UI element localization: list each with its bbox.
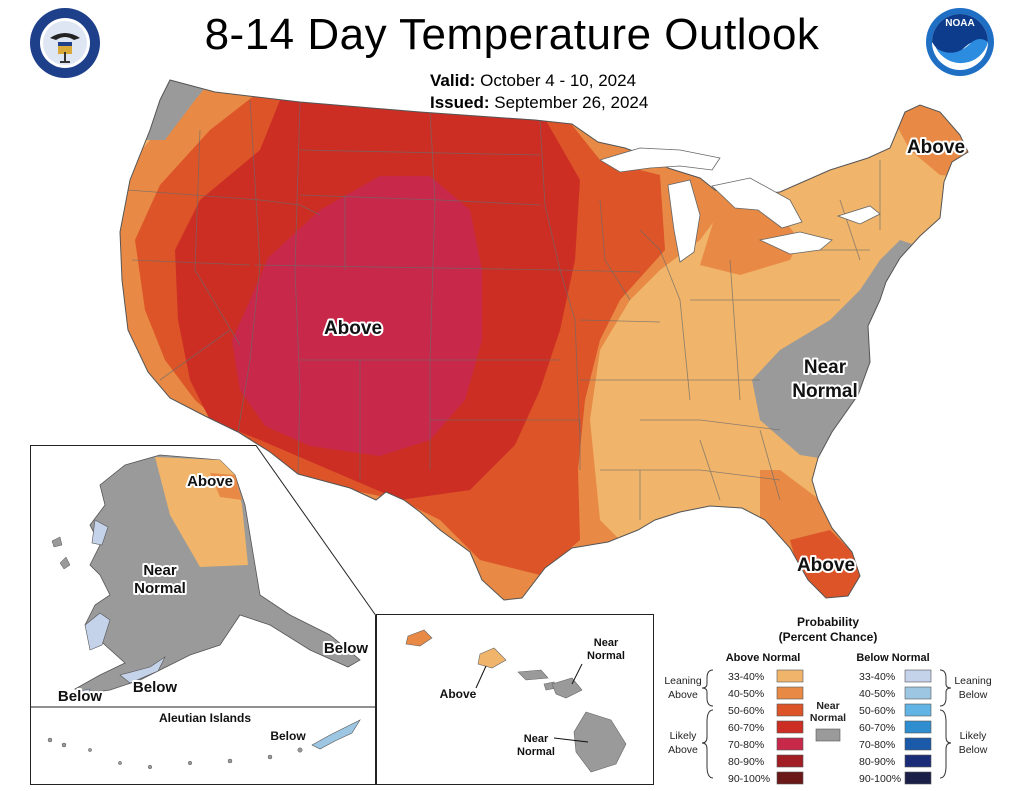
map-title: 8-14 Day Temperature Outlook [204,10,820,59]
legend-above-swatch-2 [776,703,804,717]
legend-below-swatch-3 [904,720,932,734]
label-ak-above: Above [187,473,233,490]
leaning-above-2: Above [668,689,698,701]
alaska-land [73,454,361,694]
likely-below-2: Below [959,744,988,756]
probability-legend: Probability (Percent Chance) Above Norma… [664,615,992,785]
alaska-zone-40-50 [210,473,242,500]
noaa-logo-text: NOAA [945,18,974,29]
legend-above-range-0: 33-40% [728,671,764,683]
legend-above-swatch-4 [776,737,804,751]
label-above-west: Above [324,318,382,339]
brace-likely-above [701,709,714,779]
brace-leaning-above [701,669,714,707]
label-above-northeast: Above [907,137,965,158]
hawaii-inset: Above Near Normal Near Normal [376,614,654,785]
label-hi-above: Above [440,687,477,701]
aleutian-title: Aleutian Islands [159,711,251,725]
legend-above-range-1: 40-50% [728,688,764,700]
legend-above-swatch-3 [776,720,804,734]
legend-above-header: Above Normal [726,652,801,664]
label-ak-below-sw: Below [133,679,178,696]
legend-below-swatch-1 [904,686,932,700]
label-ak-below-far-sw: Below [58,688,103,705]
likely-above-1: Likely [670,730,698,742]
legend-below-header: Below Normal [856,652,929,664]
hi-oahu [477,647,507,669]
label-hi-near-1a: Near [594,637,619,649]
hi-big-island [573,711,627,773]
legend-below-range-6: 90-100% [859,773,901,785]
legend-below-range-1: 40-50% [859,688,895,700]
zone-40-50-maine [880,95,968,180]
legend-below-swatch-4 [904,737,932,751]
legend-below-swatch-5 [904,754,932,768]
leaning-above-1: Leaning [664,675,702,687]
label-aleutian-below: Below [270,729,306,743]
valid-label: Valid: [430,71,476,90]
likely-below-1: Likely [960,730,988,742]
alaska-inset: Above Near Normal Below Below Below Aleu… [30,445,376,785]
legend-title-2: (Percent Chance) [779,630,878,644]
label-ak-near-2: Normal [134,580,186,597]
zone-70-80 [232,176,482,456]
brace-likely-below [939,709,952,779]
legend-above-range-4: 70-80% [728,739,764,751]
label-hi-near-1b: Normal [587,650,625,662]
label-near-normal-east-1: Near [804,357,847,378]
legend-below-range-2: 50-60% [859,705,895,717]
leaning-below-2: Below [959,689,988,701]
leaning-below-1: Leaning [954,675,992,687]
legend-below-range-5: 80-90% [859,756,895,768]
legend-above-swatch-0 [776,669,804,683]
legend-near-swatch [815,728,841,742]
legend-above-rows: 33-40% 40-50% 50-60% 60-70% 70-80% 80-90% 90-1… [728,669,804,785]
label-above-florida: Above [797,555,855,576]
legend-below-swatch-2 [904,703,932,717]
valid-value: October 4 - 10, 2024 [480,71,637,90]
state-boundaries [127,99,881,520]
legend-below-rows: 33-40% 40-50% 50-60% 60-70% 70-80% 80-90% 90-1… [859,669,932,785]
legend-below-swatch-0 [904,669,932,683]
legend-near-2: Normal [810,712,846,724]
brace-leaning-below [939,669,952,707]
legend-below-range-4: 70-80% [859,739,895,751]
hi-kauai [405,629,433,647]
issued-value: September 26, 2024 [494,93,649,112]
legend-near-1: Near [816,700,839,712]
legend-above-swatch-5 [776,754,804,768]
legend-above-swatch-1 [776,686,804,700]
hi-maui [551,677,583,699]
label-near-normal-east-2: Normal [792,381,857,402]
valid-line: Valid: October 4 - 10, 2024 [430,71,636,91]
legend-below-range-0: 33-40% [859,671,895,683]
legend-above-range-6: 90-100% [728,773,770,785]
legend-below-range-3: 60-70% [859,722,895,734]
legend-title-1: Probability [797,615,859,629]
legend-below-swatch-6 [904,771,932,785]
legend-above-swatch-6 [776,771,804,785]
label-ak-below-se: Below [324,640,369,657]
department-of-commerce-seal-icon [30,8,100,78]
label-hi-near-2a: Near [524,733,549,745]
legend-above-range-3: 60-70% [728,722,764,734]
aleutian-islands-chain [47,737,303,770]
likely-above-2: Above [668,744,698,756]
label-hi-near-2b: Normal [517,746,555,758]
great-lakes [599,147,881,263]
legend-above-range-5: 80-90% [728,756,764,768]
alaska-zone-below-west [91,519,109,546]
issued-label: Issued: [430,93,490,112]
legend-above-range-2: 50-60% [728,705,764,717]
issued-line: Issued: September 26, 2024 [430,93,648,113]
label-ak-near-1: Near [143,562,177,579]
noaa-logo-icon: NOAA [926,8,994,76]
